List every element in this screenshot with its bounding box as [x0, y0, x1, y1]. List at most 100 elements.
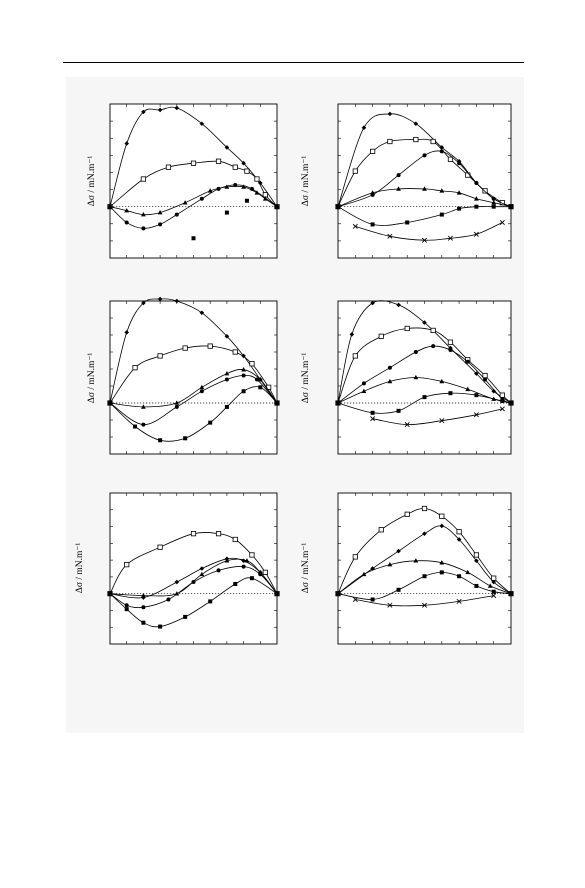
data-point-square [509, 591, 513, 596]
chart-panel-2: Δσ / mN.m⁻¹ [301, 103, 514, 259]
data-point-triangle [124, 208, 130, 213]
series-cross [352, 219, 505, 243]
data-point-triangle [199, 384, 205, 390]
data-point-triangle [157, 209, 163, 215]
data-point-cross [421, 602, 428, 608]
plot-frame [337, 492, 512, 645]
data-point-diamond [396, 302, 401, 308]
series-square [191, 198, 249, 241]
data-point-square-open [207, 343, 213, 349]
data-point-cross [473, 412, 479, 418]
data-point-circle [241, 373, 246, 378]
data-point-diamond [174, 298, 180, 304]
series-curve [337, 327, 512, 404]
data-point-square [244, 198, 249, 203]
data-point-circle [465, 359, 470, 364]
data-point-square [158, 624, 163, 629]
data-point-square-open [491, 575, 497, 581]
data-point-cross [352, 596, 358, 602]
data-point-square [208, 420, 213, 425]
data-point-circle [431, 344, 436, 349]
data-point-cross [352, 223, 358, 229]
data-point-diamond [124, 141, 129, 146]
data-point-circle [166, 597, 171, 602]
data-point-square [108, 591, 112, 596]
data-point-cross [499, 406, 505, 412]
plot-frame [109, 492, 278, 645]
data-point-square-open [456, 529, 462, 535]
chart-panel-5: Δσ / mN.m⁻¹ [75, 492, 280, 645]
data-point-square-open [369, 148, 376, 154]
data-point-triangle [207, 188, 213, 193]
data-point-square-open [215, 158, 222, 164]
data-point-square-open [421, 505, 428, 512]
data-point-diamond [157, 296, 163, 302]
chart-panel-3: Δσ / mN.m⁻¹ [87, 296, 280, 455]
data-point-square [183, 436, 188, 441]
data-point-square [183, 614, 188, 619]
data-point-circle [249, 186, 254, 191]
data-point-triangle [224, 558, 230, 563]
data-point-diamond [413, 121, 419, 127]
series-curve [355, 222, 503, 241]
data-point-circle [361, 381, 366, 386]
data-point-triangle [439, 378, 445, 384]
data-point-square [191, 236, 196, 241]
data-point-circle [241, 564, 246, 569]
data-point-square-open [352, 353, 358, 359]
data-point-square-open [352, 168, 358, 174]
data-point-square-open [430, 138, 436, 145]
data-point-cross [447, 235, 453, 241]
series-square [336, 391, 513, 415]
data-point-triangle [370, 190, 375, 195]
series-curve [109, 106, 278, 207]
data-point-circle [491, 196, 496, 201]
series-square-open [107, 343, 280, 406]
data-point-triangle [439, 560, 445, 565]
data-point-diamond [370, 566, 375, 571]
series-curve [337, 508, 512, 594]
y-axis-label: Δσ / mN.m⁻¹ [301, 353, 311, 404]
series-curve [109, 160, 278, 208]
data-point-square-open [447, 156, 454, 162]
data-point-triangle [456, 190, 462, 195]
data-point-circle [396, 173, 401, 178]
y-axis-label: Δσ / mN.m⁻¹ [87, 156, 97, 207]
data-point-circle [216, 186, 221, 191]
data-point-square [405, 220, 410, 225]
data-point-circle [233, 182, 238, 187]
data-point-triangle [141, 404, 146, 409]
data-point-square [457, 574, 462, 579]
data-point-square-open [244, 168, 250, 174]
series-cross [370, 406, 505, 428]
data-point-circle [422, 153, 427, 158]
data-point-square [474, 393, 479, 398]
data-point-diamond [474, 558, 479, 564]
data-point-square [439, 570, 444, 575]
data-point-square [336, 591, 340, 596]
data-point-circle [199, 389, 204, 394]
data-point-square [439, 212, 444, 217]
data-point-diamond [258, 180, 263, 186]
series-circle [108, 564, 279, 610]
plot-frame [109, 103, 278, 259]
data-point-square [500, 399, 505, 404]
data-point-square-open [439, 513, 445, 519]
data-point-triangle [257, 376, 263, 382]
data-point-square [258, 385, 263, 390]
data-point-square-open [140, 176, 146, 182]
data-point-square-open [165, 164, 172, 170]
data-point-diamond [241, 353, 246, 359]
data-point-diamond [396, 548, 401, 554]
plot-frame [109, 300, 278, 455]
data-point-triangle [241, 184, 246, 189]
data-point-square-open [482, 188, 488, 194]
data-point-triangle [361, 571, 367, 577]
data-point-square [208, 599, 213, 604]
series-curve [109, 298, 278, 404]
data-point-diamond [174, 579, 180, 585]
data-point-diamond [387, 111, 393, 117]
data-point-square [422, 574, 427, 579]
series-curve [109, 558, 278, 597]
